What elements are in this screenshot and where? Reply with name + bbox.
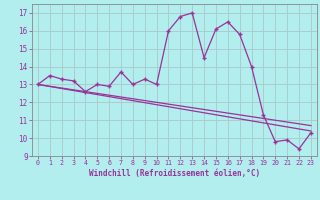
X-axis label: Windchill (Refroidissement éolien,°C): Windchill (Refroidissement éolien,°C) bbox=[89, 169, 260, 178]
